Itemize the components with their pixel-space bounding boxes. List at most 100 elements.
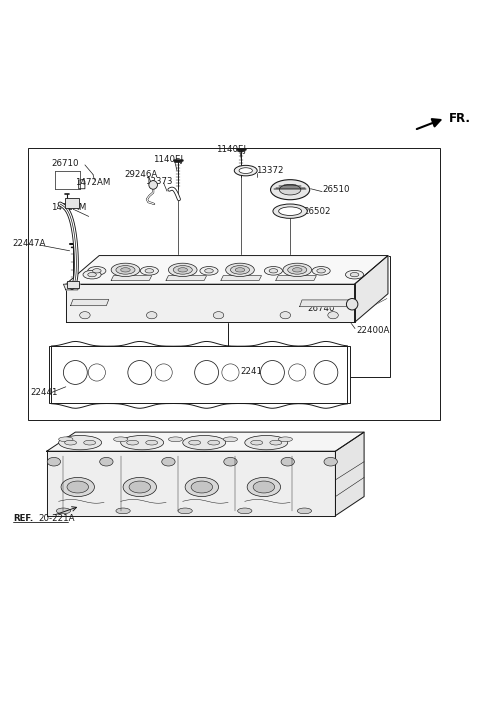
Text: 26740: 26740 (308, 303, 335, 312)
Ellipse shape (88, 272, 96, 277)
Ellipse shape (88, 267, 106, 275)
Text: 1140EJ: 1140EJ (216, 145, 246, 154)
Ellipse shape (173, 265, 192, 274)
Ellipse shape (283, 263, 312, 277)
Ellipse shape (328, 312, 338, 319)
Circle shape (222, 364, 239, 381)
Ellipse shape (279, 185, 301, 195)
Text: FR.: FR. (449, 112, 471, 125)
Ellipse shape (93, 269, 101, 273)
Text: 1472AM: 1472AM (51, 204, 87, 212)
Ellipse shape (271, 180, 310, 200)
Ellipse shape (213, 312, 224, 319)
Ellipse shape (247, 477, 281, 496)
Ellipse shape (288, 265, 307, 274)
Polygon shape (300, 300, 355, 307)
Polygon shape (66, 284, 355, 322)
Ellipse shape (317, 269, 325, 273)
Polygon shape (63, 284, 80, 290)
Circle shape (63, 361, 87, 385)
Ellipse shape (281, 458, 294, 466)
Ellipse shape (56, 508, 71, 514)
Bar (228, 256, 390, 377)
Ellipse shape (162, 458, 175, 466)
Polygon shape (47, 432, 364, 451)
Text: 22410A: 22410A (240, 368, 274, 376)
Ellipse shape (312, 267, 330, 275)
Bar (65, 198, 79, 208)
Ellipse shape (59, 437, 73, 442)
Polygon shape (71, 300, 109, 305)
Ellipse shape (120, 267, 130, 272)
Ellipse shape (264, 267, 282, 275)
Ellipse shape (67, 481, 88, 493)
Ellipse shape (116, 508, 130, 514)
Circle shape (195, 361, 218, 385)
Bar (49, 346, 350, 404)
Circle shape (149, 180, 157, 190)
Circle shape (128, 361, 152, 385)
Ellipse shape (127, 440, 139, 445)
Ellipse shape (278, 437, 292, 442)
Ellipse shape (191, 481, 213, 493)
Ellipse shape (59, 435, 102, 450)
Text: 22441: 22441 (30, 388, 58, 397)
Ellipse shape (168, 263, 197, 277)
Ellipse shape (189, 440, 201, 445)
Ellipse shape (269, 269, 278, 273)
Circle shape (88, 364, 106, 381)
Polygon shape (336, 432, 364, 516)
Ellipse shape (239, 168, 252, 173)
Ellipse shape (234, 166, 257, 176)
Ellipse shape (114, 437, 128, 442)
Circle shape (155, 364, 172, 381)
Polygon shape (221, 276, 262, 280)
Ellipse shape (100, 458, 113, 466)
Polygon shape (111, 276, 152, 280)
Ellipse shape (84, 440, 96, 445)
Text: 22447A: 22447A (12, 239, 45, 248)
Text: 26510: 26510 (323, 185, 350, 194)
Ellipse shape (292, 267, 302, 272)
Text: 13372: 13372 (256, 166, 283, 175)
Ellipse shape (61, 477, 95, 496)
Ellipse shape (116, 265, 135, 274)
Ellipse shape (168, 437, 183, 442)
Text: 13373: 13373 (145, 177, 173, 186)
Bar (28, 148, 441, 420)
Ellipse shape (183, 435, 226, 450)
Ellipse shape (253, 481, 275, 493)
Ellipse shape (280, 312, 290, 319)
Polygon shape (276, 276, 316, 280)
Ellipse shape (279, 207, 301, 216)
Ellipse shape (140, 267, 158, 275)
Ellipse shape (226, 263, 254, 277)
Circle shape (288, 364, 306, 381)
Polygon shape (66, 256, 388, 284)
Ellipse shape (47, 458, 60, 466)
Text: 29246A: 29246A (124, 170, 158, 179)
Ellipse shape (80, 312, 90, 319)
Ellipse shape (251, 440, 263, 445)
Text: 26502: 26502 (303, 207, 331, 216)
Ellipse shape (120, 435, 164, 450)
Text: 1140EJ: 1140EJ (153, 154, 183, 164)
Circle shape (261, 361, 284, 385)
Text: 22400A: 22400A (356, 326, 389, 335)
Ellipse shape (346, 270, 364, 279)
Ellipse shape (297, 508, 312, 514)
Text: 20-221A: 20-221A (38, 515, 74, 524)
Bar (67, 281, 79, 288)
Polygon shape (355, 256, 388, 322)
Text: REF.: REF. (13, 515, 34, 524)
Ellipse shape (178, 267, 188, 272)
Circle shape (314, 361, 338, 385)
Ellipse shape (185, 477, 218, 496)
Ellipse shape (146, 440, 157, 445)
Ellipse shape (123, 477, 156, 496)
Ellipse shape (273, 204, 307, 218)
Ellipse shape (245, 435, 288, 450)
Text: 1472AM: 1472AM (75, 178, 111, 187)
Circle shape (347, 298, 358, 310)
Ellipse shape (238, 508, 252, 514)
